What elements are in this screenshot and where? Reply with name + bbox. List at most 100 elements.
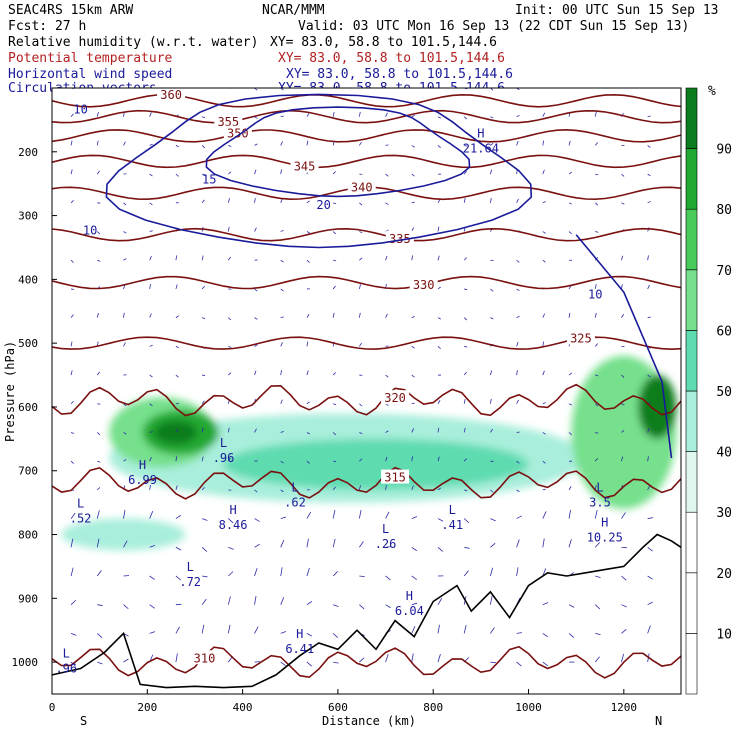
- wind-vector: [149, 202, 153, 206]
- wind-vector: [542, 370, 545, 376]
- wind-vector: [463, 116, 468, 120]
- wind-vector: [437, 598, 443, 605]
- wind-vector: [594, 202, 599, 206]
- y-tick-label: 200: [18, 146, 38, 159]
- extremum-value: 21.64: [463, 141, 499, 155]
- extremum-value: .52: [70, 511, 92, 525]
- wind-vector: [437, 518, 444, 522]
- wind-vector: [437, 226, 440, 232]
- wind-vector: [227, 256, 231, 261]
- theta-contour: [52, 227, 681, 242]
- wind-vector: [621, 575, 627, 581]
- wind-vector: [385, 112, 388, 117]
- wind-vector: [70, 140, 73, 146]
- wind-vector: [359, 231, 363, 234]
- wind-vector: [228, 171, 232, 175]
- wind-contour-label: 10: [73, 103, 87, 117]
- wind-vector: [516, 315, 520, 318]
- wind-vector: [306, 401, 310, 405]
- theta-label-bg: [214, 113, 243, 128]
- wind-vector: [490, 489, 494, 493]
- wind-contour-label: 20: [316, 198, 330, 212]
- wind-vector: [411, 316, 415, 319]
- wind-vector: [280, 539, 285, 548]
- field-xy-wind: XY= 83.0, 58.8 to 101.5,144.6: [286, 67, 513, 82]
- theta-label-bg: [566, 330, 595, 345]
- wind-vector: [70, 259, 74, 263]
- wind-vector: [254, 518, 260, 522]
- wind-vector: [411, 201, 415, 204]
- theta-label-bg: [190, 650, 219, 665]
- wind-vector: [123, 540, 128, 548]
- extremum-value: .41: [441, 518, 463, 532]
- wind-vector: [201, 286, 205, 290]
- extremum-type: H: [296, 627, 303, 641]
- wind-vector: [595, 432, 599, 434]
- wind-vector: [175, 575, 181, 581]
- wind-vector: [411, 625, 416, 634]
- extremum-value: .62: [284, 495, 306, 509]
- wind-vector: [542, 259, 546, 263]
- wind-vector: [96, 312, 99, 318]
- wind-vector: [228, 546, 234, 550]
- wind-vector: [437, 487, 441, 491]
- colorbar-tick-label: 80: [716, 203, 732, 218]
- x-tick-label: 1200: [611, 701, 638, 714]
- wind-vector: [123, 403, 127, 407]
- colorbar-tick-label: 90: [716, 143, 732, 158]
- wind-vector: [332, 510, 336, 519]
- wind-vector: [254, 567, 258, 577]
- wind-vector: [97, 604, 103, 606]
- wind-vector: [490, 197, 492, 203]
- wind-vector: [594, 458, 598, 462]
- wind-vector: [280, 567, 283, 577]
- wind-vector: [254, 543, 260, 548]
- wind-vector: [228, 317, 232, 321]
- wind-vector: [254, 197, 256, 203]
- wind-vector: [123, 141, 126, 146]
- wind-vector: [149, 575, 155, 580]
- terrain-profile: [52, 533, 681, 689]
- wind-vector: [149, 403, 153, 407]
- wind-vector: [542, 488, 546, 491]
- wind-vector: [254, 317, 258, 320]
- field-xy-theta: XY= 83.0, 58.8 to 101.5,144.6: [278, 51, 505, 66]
- wind-vector: [464, 546, 470, 549]
- theta-label-bg: [381, 469, 410, 484]
- wind-vector: [201, 400, 205, 405]
- wind-vector: [280, 460, 284, 464]
- theta-contour-label: 335: [389, 232, 411, 246]
- theta-contour-label: 355: [217, 115, 239, 129]
- wind-vector: [280, 489, 284, 493]
- wind-vector: [594, 312, 597, 318]
- wind-vector: [437, 653, 441, 663]
- wind-vector: [280, 316, 284, 319]
- wind-contour-label: 10: [83, 224, 97, 238]
- wind-vector: [385, 575, 391, 581]
- wind-vector: [568, 202, 573, 205]
- wind-vector: [97, 259, 101, 262]
- plot-frame: [51, 87, 682, 695]
- wind-vector: [123, 258, 127, 261]
- wind-vector: [411, 402, 415, 405]
- wind-vector: [280, 288, 284, 292]
- extremum-value: 6.99: [128, 473, 157, 487]
- wind-vector: [463, 458, 468, 462]
- wind-vector: [385, 255, 388, 261]
- wind-vector: [516, 539, 520, 548]
- wind-vector: [306, 112, 310, 117]
- wind-vector: [175, 173, 179, 177]
- wind-vector: [359, 432, 363, 435]
- wind-vector: [70, 370, 73, 376]
- wind-vector: [96, 371, 100, 376]
- y-axis-label: Pressure (hPa): [3, 341, 17, 442]
- wind-vector: [490, 596, 493, 605]
- wind-vector: [516, 632, 523, 634]
- wind-vector: [385, 430, 389, 433]
- wind-vector: [306, 341, 309, 347]
- wind-vector: [254, 626, 259, 634]
- colorbar-swatch: [685, 87, 698, 149]
- extremum-value: 6.04: [395, 604, 424, 618]
- x-tick-label: 600: [328, 701, 348, 714]
